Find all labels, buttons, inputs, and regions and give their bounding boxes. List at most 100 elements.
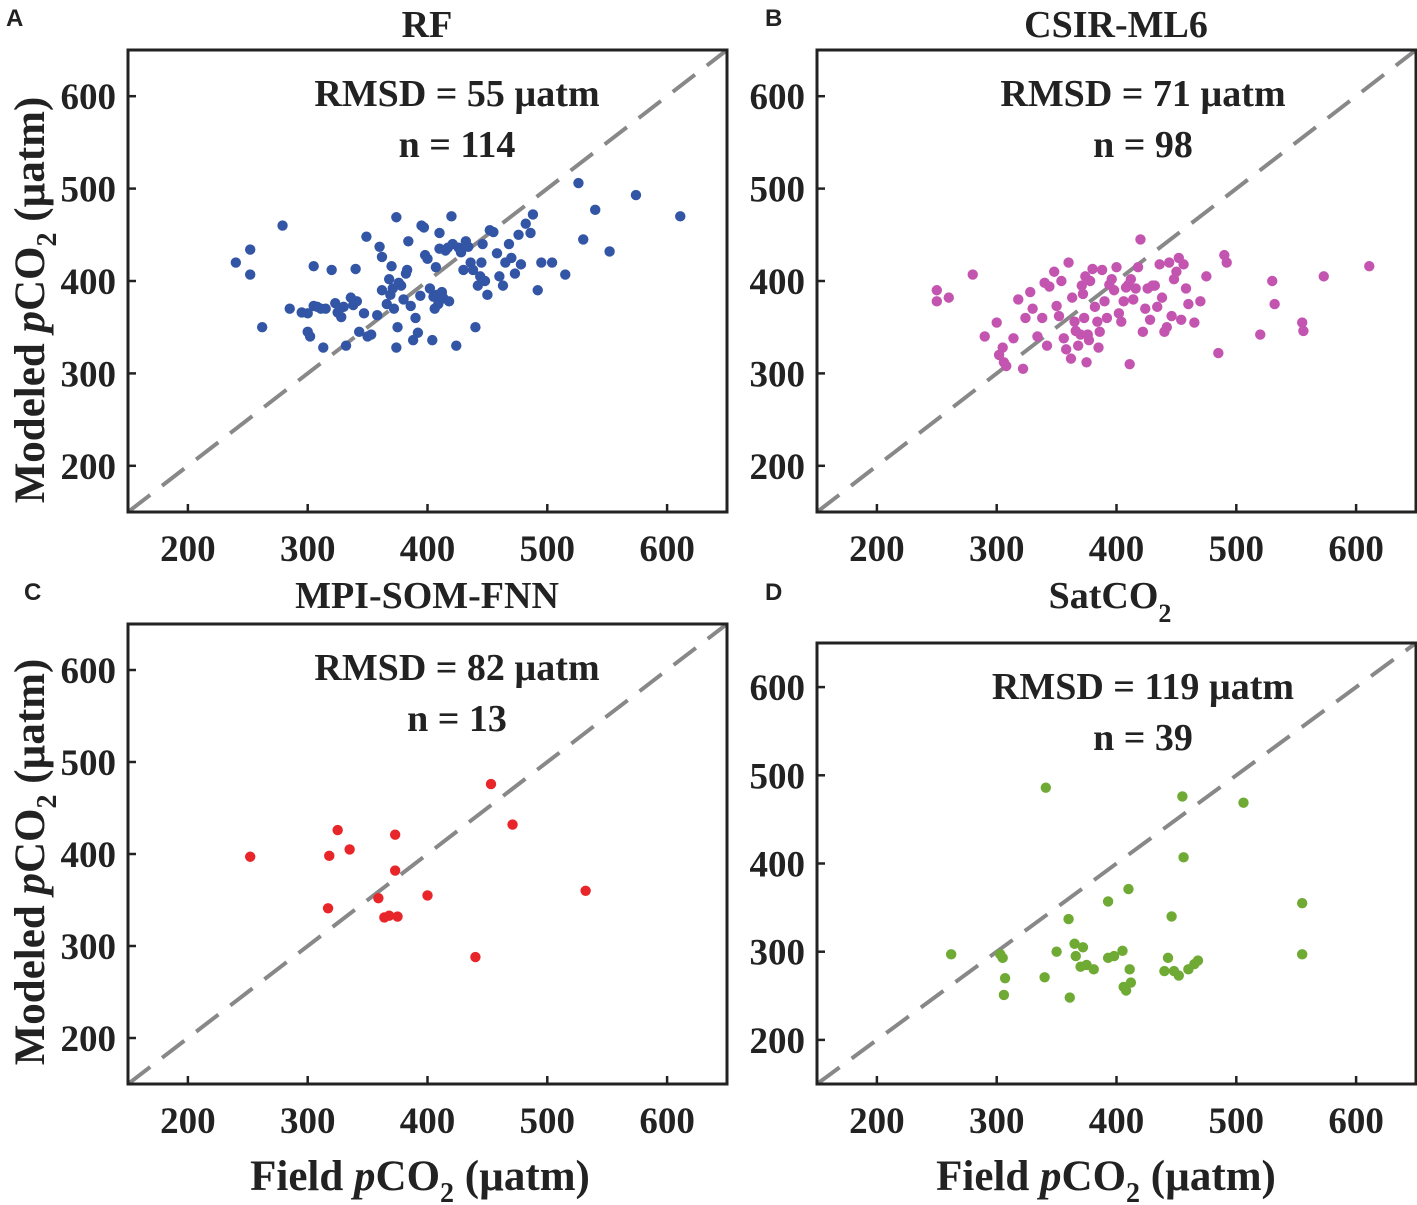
y-tick-label-b: 300 bbox=[750, 354, 806, 395]
data-point-a bbox=[560, 269, 571, 280]
data-point-b bbox=[1051, 300, 1062, 312]
data-point-a bbox=[527, 209, 539, 220]
data-point-b bbox=[1037, 312, 1048, 324]
x-axis-label-sub: 2 bbox=[440, 1178, 454, 1205]
data-point-b bbox=[1175, 314, 1187, 326]
data-point-b bbox=[1154, 259, 1165, 270]
y-axis-label-sub: 2 bbox=[32, 795, 63, 809]
data-point-b bbox=[1060, 344, 1072, 355]
x-tick-label-c: 300 bbox=[280, 1101, 336, 1142]
y-axis-label-prefix: Modeled bbox=[7, 333, 54, 504]
y-axis-label-unit: (µatm) bbox=[7, 97, 54, 233]
panel-c: C MPI-SOM-FNN RMSD = 82 µatm n = 13 200 3… bbox=[24, 575, 729, 1142]
data-point-b bbox=[1094, 326, 1105, 338]
data-point-d bbox=[997, 952, 1008, 964]
panel-title-d-sub: 2 bbox=[1158, 599, 1171, 628]
data-point-d bbox=[1159, 965, 1170, 977]
data-point-b bbox=[1318, 271, 1329, 282]
data-point-d bbox=[1102, 896, 1114, 907]
data-point-b bbox=[1087, 263, 1098, 275]
data-point-a bbox=[338, 301, 349, 313]
data-point-b bbox=[1093, 342, 1104, 353]
data-point-b bbox=[1113, 308, 1125, 319]
x-tick-label-c: 400 bbox=[400, 1101, 456, 1142]
data-point-d bbox=[1070, 950, 1081, 962]
y-axis-label-top: Modeled pCO2 (µatm) bbox=[7, 97, 63, 504]
panel-d: D SatCO2 RMSD = 119 µatm n = 39 200 300 40… bbox=[750, 575, 1417, 1142]
data-point-b bbox=[1166, 310, 1177, 322]
data-point-b bbox=[1116, 316, 1127, 327]
data-point-d bbox=[1051, 946, 1062, 957]
data-point-a bbox=[354, 326, 365, 338]
data-point-b bbox=[1108, 285, 1120, 296]
data-point-b bbox=[1053, 310, 1065, 322]
y-axis-label-bottom: Modeled pCO2 (µatm) bbox=[7, 659, 63, 1066]
data-point-d bbox=[1162, 952, 1174, 964]
y-tick-label-c: 300 bbox=[61, 927, 117, 968]
data-point-a bbox=[395, 280, 407, 291]
data-point-a bbox=[630, 189, 642, 201]
data-point-b bbox=[1069, 316, 1080, 327]
data-point-b bbox=[1020, 312, 1031, 324]
x-tick-label-b: 200 bbox=[849, 529, 905, 570]
data-point-a bbox=[458, 264, 469, 276]
x-tick-label-d: 500 bbox=[1209, 1101, 1265, 1142]
data-point-a bbox=[403, 236, 414, 247]
data-point-d bbox=[1088, 964, 1099, 975]
y-tick-label-a: 200 bbox=[61, 447, 117, 488]
one-to-one-line-d bbox=[815, 641, 1417, 1086]
data-point-a bbox=[497, 280, 509, 291]
data-point-b bbox=[979, 331, 990, 342]
data-point-b bbox=[1001, 360, 1012, 372]
data-point-d bbox=[945, 949, 957, 960]
data-point-a bbox=[392, 322, 403, 333]
data-point-d bbox=[999, 972, 1011, 984]
data-point-d bbox=[1123, 883, 1134, 895]
panel-title-d: SatCO2 bbox=[1049, 575, 1172, 628]
data-point-c bbox=[383, 910, 395, 921]
data-point-b bbox=[1111, 261, 1122, 273]
data-point-a bbox=[494, 271, 505, 282]
data-point-a bbox=[336, 311, 347, 323]
data-point-a bbox=[386, 261, 397, 272]
data-point-a bbox=[536, 257, 547, 268]
data-point-b bbox=[943, 292, 954, 303]
data-point-c bbox=[507, 819, 518, 830]
rmsd-label-c: RMSD = 82 µatm bbox=[314, 647, 599, 689]
data-point-a bbox=[277, 220, 288, 231]
data-point-b bbox=[1096, 264, 1108, 276]
data-point-b bbox=[1075, 329, 1086, 340]
data-point-a bbox=[418, 222, 430, 233]
data-point-b bbox=[1201, 271, 1212, 282]
data-point-a bbox=[509, 268, 521, 279]
data-point-a bbox=[361, 231, 372, 242]
data-point-a bbox=[284, 303, 295, 314]
data-point-b bbox=[1013, 294, 1024, 305]
data-point-a bbox=[573, 177, 584, 189]
panel-title-b: CSIR-ML6 bbox=[1024, 4, 1208, 46]
data-point-d bbox=[1166, 911, 1177, 922]
data-point-b bbox=[1099, 296, 1110, 307]
data-point-b bbox=[1135, 234, 1146, 245]
data-point-c bbox=[389, 829, 401, 840]
x-axis-label-prefix: Field bbox=[936, 1153, 1040, 1200]
data-point-a bbox=[407, 334, 419, 346]
data-point-a bbox=[491, 248, 503, 259]
data-point-d bbox=[1192, 955, 1204, 966]
data-point-d bbox=[1040, 782, 1052, 793]
y-tick-label-d: 300 bbox=[750, 933, 806, 974]
data-point-c bbox=[244, 851, 256, 862]
data-point-d bbox=[1296, 897, 1308, 909]
data-point-d bbox=[1064, 992, 1075, 1003]
data-point-b bbox=[1221, 257, 1232, 268]
data-point-a bbox=[351, 296, 363, 307]
x-axis-label-var: p bbox=[350, 1153, 376, 1200]
data-point-b bbox=[1077, 288, 1089, 300]
x-tick-label-d: 400 bbox=[1089, 1101, 1145, 1142]
one-to-one-line-c bbox=[126, 622, 729, 1086]
data-point-b bbox=[1124, 358, 1135, 370]
x-tick-label-d: 200 bbox=[849, 1101, 905, 1142]
data-point-b bbox=[1084, 275, 1096, 287]
data-point-a bbox=[405, 300, 416, 312]
